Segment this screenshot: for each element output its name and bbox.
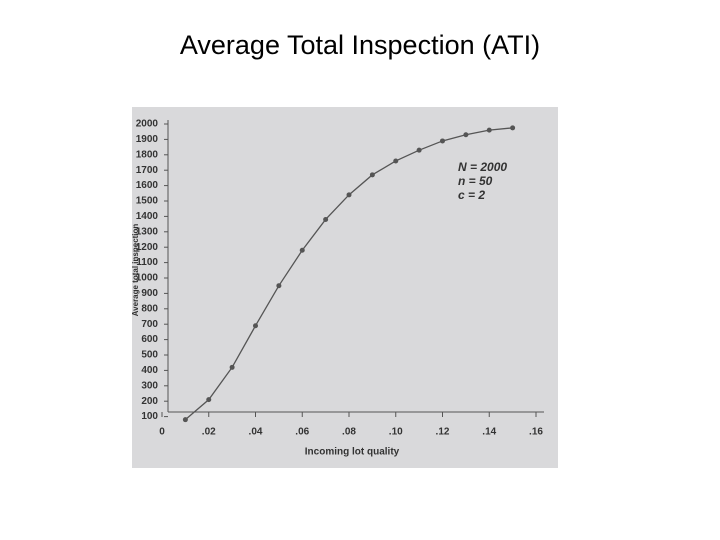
- y-tick-label: 1800: [136, 149, 159, 160]
- y-tick-label: 1400: [136, 211, 159, 222]
- data-point: [510, 125, 516, 131]
- data-point: [299, 247, 305, 253]
- x-tick-label: .08: [342, 427, 356, 438]
- x-tick-label: 0: [159, 427, 165, 438]
- annotation: N = 2000: [458, 160, 507, 174]
- x-tick-label: .06: [295, 427, 309, 438]
- data-point: [253, 323, 258, 329]
- data-point: [229, 364, 235, 370]
- y-tick-label: 1200: [136, 242, 159, 253]
- y-axis-label: Average total inspection: [131, 224, 140, 317]
- data-point: [463, 132, 469, 138]
- y-tick-label: 1700: [136, 165, 159, 176]
- y-tick-label: 1000: [136, 273, 159, 284]
- x-tick-label: .14: [482, 427, 496, 438]
- y-tick-label: 1100: [136, 257, 158, 268]
- y-tick-label: 1300: [136, 226, 159, 237]
- x-tick-label: .02: [202, 427, 216, 438]
- x-tick-label: .04: [249, 427, 263, 438]
- y-tick-label: 700: [141, 319, 158, 330]
- data-point: [206, 397, 212, 403]
- y-tick-label: 1500: [136, 196, 159, 207]
- data-point: [393, 158, 399, 164]
- y-tick-label: 500: [141, 350, 158, 361]
- y-tick-label: 2000: [136, 119, 159, 130]
- annotation: n = 50: [458, 174, 493, 188]
- x-tick-label: .10: [389, 427, 403, 438]
- y-tick-label: 1900: [136, 134, 159, 145]
- y-tick-label: 400: [141, 365, 158, 376]
- y-tick-label: 300: [141, 380, 158, 391]
- data-point: [182, 417, 188, 423]
- y-tick-label: 600: [141, 334, 158, 345]
- y-tick-label: 1600: [136, 180, 159, 191]
- chart-background: [132, 107, 558, 468]
- data-point: [416, 147, 422, 153]
- y-tick-label: 100: [141, 411, 158, 422]
- y-tick-label: 200: [141, 396, 158, 407]
- data-point: [276, 283, 282, 289]
- data-point: [440, 138, 445, 144]
- data-point: [486, 127, 492, 133]
- y-tick-label: 900: [141, 288, 158, 299]
- annotation: c = 2: [458, 188, 485, 202]
- x-axis-label: Incoming lot quality: [305, 447, 400, 458]
- slide-title: Average Total Inspection (ATI): [179, 30, 541, 60]
- x-tick-label: .12: [436, 427, 450, 438]
- x-tick-label: .16: [529, 427, 543, 438]
- y-tick-label: 800: [141, 303, 158, 314]
- data-point: [346, 192, 352, 198]
- data-point: [369, 172, 375, 178]
- data-point: [323, 216, 329, 222]
